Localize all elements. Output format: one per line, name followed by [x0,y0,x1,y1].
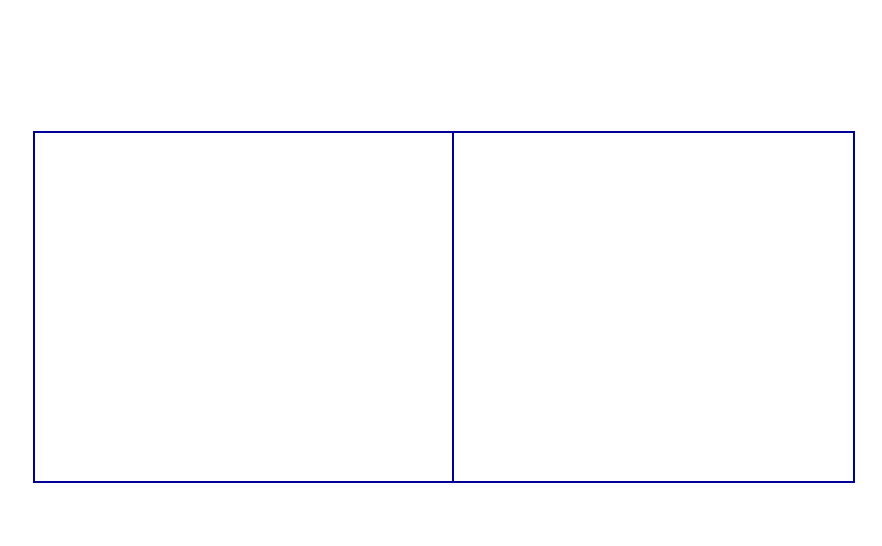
svg-rect-0 [0,0,882,546]
